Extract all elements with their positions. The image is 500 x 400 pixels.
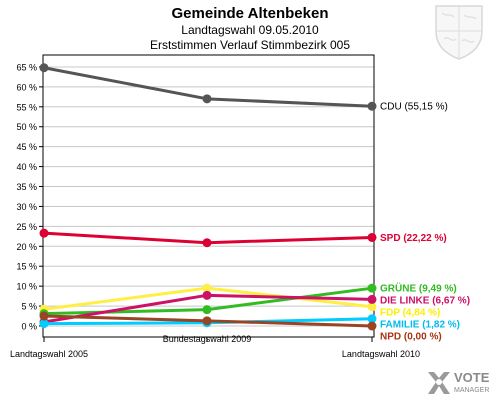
data-point bbox=[367, 294, 377, 304]
data-point bbox=[202, 94, 212, 104]
y-tick-label: 35 % bbox=[16, 182, 37, 192]
data-point bbox=[202, 290, 212, 300]
y-tick-label: 65 % bbox=[16, 62, 37, 72]
chart-subtitle-election: Landtagswahl 09.05.2010 bbox=[181, 23, 319, 37]
series-end-label: FDP (4,84 %) bbox=[380, 308, 440, 319]
coat-of-arms-icon bbox=[435, 5, 483, 60]
series-end-label: FAMILIE (1,82 %) bbox=[380, 320, 460, 331]
data-point bbox=[202, 305, 212, 315]
series-end-label: GRÜNE (9,49 %) bbox=[380, 282, 457, 295]
chart-subtitle-district: Erststimmen Verlauf Stimmbezirk 005 bbox=[149, 38, 351, 52]
y-tick-label: 50 % bbox=[16, 122, 37, 132]
y-tick-label: 0 % bbox=[21, 322, 37, 332]
data-point bbox=[202, 238, 212, 248]
vote-manager-logo: VOTE MANAGER bbox=[428, 370, 490, 394]
logo-word-vote: VOTE bbox=[454, 370, 490, 385]
data-point bbox=[39, 228, 49, 238]
x-category-label: Landtagswahl 2010 bbox=[342, 349, 420, 359]
series-end-label: DIE LINKE (6,67 %) bbox=[380, 296, 470, 307]
data-point bbox=[39, 311, 49, 321]
y-tick-label: 40 % bbox=[16, 162, 37, 172]
x-category-label: Landtagswahl 2005 bbox=[10, 349, 88, 359]
y-tick-label: 45 % bbox=[16, 142, 37, 152]
series-end-label: SPD (22,22 %) bbox=[380, 233, 447, 244]
chart-title: Gemeinde Altenbeken bbox=[171, 5, 329, 22]
data-point bbox=[39, 63, 49, 73]
data-point bbox=[367, 283, 377, 293]
y-tick-label: 30 % bbox=[16, 202, 37, 212]
y-tick-label: 25 % bbox=[16, 222, 37, 232]
data-point bbox=[367, 321, 377, 331]
y-tick-label: 60 % bbox=[16, 82, 37, 92]
logo-word-manager: MANAGER bbox=[454, 387, 489, 394]
y-tick-label: 10 % bbox=[16, 282, 37, 292]
series-end-label: NPD (0,00 %) bbox=[380, 332, 442, 343]
y-tick-label: 55 % bbox=[16, 102, 37, 112]
y-tick-label: 5 % bbox=[21, 302, 37, 312]
data-point bbox=[367, 101, 377, 111]
series-end-label: CDU (55,15 %) bbox=[380, 102, 448, 113]
data-point bbox=[367, 302, 377, 312]
data-point bbox=[202, 283, 212, 293]
y-tick-label: 15 % bbox=[16, 262, 37, 272]
data-point bbox=[367, 314, 377, 324]
x-category-label: Bundestagswahl 2009 bbox=[163, 334, 252, 344]
y-tick-label: 20 % bbox=[16, 242, 37, 252]
data-point bbox=[202, 316, 212, 326]
data-point bbox=[39, 319, 49, 329]
data-point bbox=[367, 232, 377, 242]
plot-frame bbox=[42, 54, 375, 338]
